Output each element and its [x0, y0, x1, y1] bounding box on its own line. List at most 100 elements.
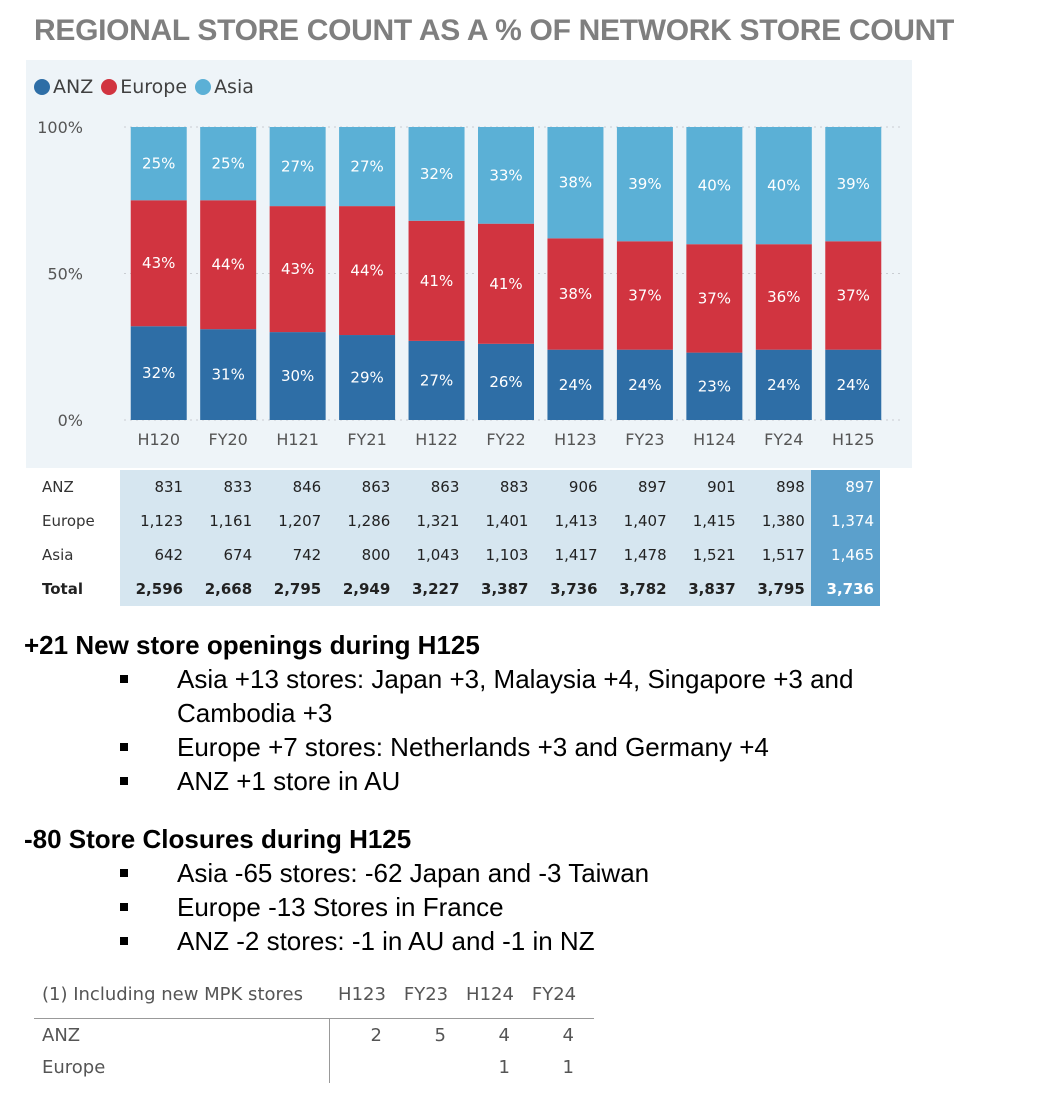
bar-segment-asia — [339, 127, 396, 207]
bar-data-label: 32% — [142, 364, 175, 382]
bullet-text: Europe -13 Stores in France — [177, 892, 504, 922]
x-tick-label: FY24 — [764, 430, 803, 449]
table-cell: 863 — [327, 470, 397, 504]
footnote-table: (1) Including new MPK stores H123 FY23 H… — [34, 976, 594, 1083]
bar-data-label: 41% — [489, 275, 522, 293]
table-row-label: ANZ — [34, 470, 120, 504]
legend-item-asia: Asia — [195, 76, 254, 98]
bar-data-label: 36% — [767, 288, 800, 306]
legend-item-europe: Europe — [101, 76, 187, 98]
bar-data-label: 31% — [212, 366, 245, 384]
stacked-bar-chart: 0% 50% 100% 32% 43% 25% H120 31% 44% 25% FY20 30% 43… — [37, 118, 900, 449]
closures-heading: -80 Store Closures during H125 — [24, 824, 412, 854]
bar-data-label: 24% — [837, 376, 870, 394]
bar-data-label: 26% — [489, 373, 522, 391]
bar-data-label: 24% — [628, 376, 661, 394]
table-cell: 3,736 — [534, 572, 604, 606]
bar-segment-anz — [547, 349, 604, 420]
footnote-title: (1) Including new MPK stores — [42, 983, 303, 1005]
x-tick-label: H122 — [415, 430, 458, 449]
table-cell: 1,103 — [465, 538, 535, 572]
bar-data-label: 37% — [698, 289, 731, 307]
legend-label-anz: ANZ — [53, 76, 94, 98]
footnote-row: ANZ 2 5 4 4 — [34, 1019, 594, 1051]
bar-data-label: 38% — [559, 285, 592, 303]
bar-segment-europe — [686, 244, 743, 353]
table-cell: 831 — [120, 470, 190, 504]
table-cell: 1,286 — [327, 504, 397, 538]
bar-data-label: 25% — [212, 155, 245, 173]
table-cell: 1,123 — [120, 504, 190, 538]
bar-data-label: 24% — [767, 376, 800, 394]
bar-data-label: 41% — [420, 272, 453, 290]
x-tick-label: FY22 — [486, 430, 525, 449]
table-cell: 2,949 — [327, 572, 397, 606]
bar-data-label: 43% — [281, 260, 314, 278]
bar-data-label: 43% — [142, 254, 175, 272]
bar-segment-anz — [825, 349, 882, 420]
openings-bullet: Europe +7 stores: Netherlands +3 and Ger… — [120, 730, 920, 764]
footnote-row-label: ANZ — [34, 1019, 330, 1051]
footnote-body: ANZ 2 5 4 4 Europe 1 1 — [34, 1018, 594, 1083]
table-row-label: Europe — [34, 504, 120, 538]
bar-segment-asia — [616, 127, 673, 242]
bullet-text: Europe +7 stores: Netherlands +3 and Ger… — [177, 732, 769, 762]
bar-data-label: 37% — [837, 286, 870, 304]
openings-heading: +21 New store openings during H125 — [24, 630, 480, 660]
table-cell: 1,415 — [672, 504, 742, 538]
x-tick-label: H120 — [137, 430, 180, 449]
table-cell: 846 — [258, 470, 328, 504]
bar-segment-europe — [478, 223, 534, 344]
x-tick-label: H125 — [832, 430, 875, 449]
table-cell: 1,207 — [258, 504, 328, 538]
x-tick-label: H124 — [693, 430, 736, 449]
table-row-label: Total — [34, 572, 120, 606]
bullet-text: ANZ +1 store in AU — [177, 766, 401, 796]
table-cell: 3,736 — [810, 572, 880, 606]
table-cell: 901 — [672, 470, 742, 504]
bullet-square-icon — [120, 743, 128, 751]
table-cell: 897 — [603, 470, 673, 504]
bar-data-label: 30% — [281, 367, 314, 385]
footnote-col-header: FY23 — [403, 983, 449, 1005]
bar-segment-asia — [825, 127, 882, 242]
openings-bullet: ANZ +1 store in AU — [120, 764, 920, 798]
bar-segment-europe — [130, 200, 187, 327]
x-tick-label: FY21 — [347, 430, 386, 449]
table-cell: 1,413 — [534, 504, 604, 538]
openings-bullet: Asia +13 stores: Japan +3, Malaysia +4, … — [120, 662, 920, 730]
bar-segment-anz — [755, 349, 812, 420]
bar-data-label: 38% — [559, 174, 592, 192]
table-cell: 833 — [189, 470, 259, 504]
legend-swatch-asia — [195, 79, 212, 95]
bar-segment-anz — [478, 343, 534, 420]
bar-segment-asia — [130, 127, 187, 201]
bullet-text: ANZ -2 stores: -1 in AU and -1 in NZ — [177, 926, 595, 956]
table-cell: 2,668 — [189, 572, 259, 606]
table-cell: 2,795 — [258, 572, 328, 606]
legend-swatch-europe — [101, 79, 118, 95]
bar-data-label: 44% — [350, 262, 383, 280]
table-cell: 1,407 — [603, 504, 673, 538]
closures-bullet: ANZ -2 stores: -1 in AU and -1 in NZ — [120, 924, 920, 958]
bar-segment-europe — [755, 244, 812, 350]
bullet-square-icon — [120, 869, 128, 877]
footnote-header: (1) Including new MPK stores H123 FY23 H… — [34, 976, 594, 1012]
footnote-cell: 5 — [434, 1024, 446, 1046]
bar-data-label: 37% — [628, 286, 661, 304]
footnote-col-header: H123 — [338, 983, 386, 1005]
bar-segment-anz — [130, 326, 187, 420]
bullet-text: Asia -65 stores: -62 Japan and -3 Taiwan — [177, 858, 650, 888]
table-cell: 3,795 — [741, 572, 811, 606]
bar-data-label: 39% — [628, 175, 661, 193]
bar-data-label: 33% — [489, 166, 522, 184]
bullet-square-icon — [120, 903, 128, 911]
bar-segment-europe — [547, 238, 604, 350]
bar-segment-asia — [478, 127, 534, 224]
table-cell: 742 — [258, 538, 328, 572]
table-cell: 800 — [327, 538, 397, 572]
table-cell: 1,401 — [465, 504, 535, 538]
table-cell: 906 — [534, 470, 604, 504]
x-tick-label: H123 — [554, 430, 597, 449]
table-cell: 3,837 — [672, 572, 742, 606]
